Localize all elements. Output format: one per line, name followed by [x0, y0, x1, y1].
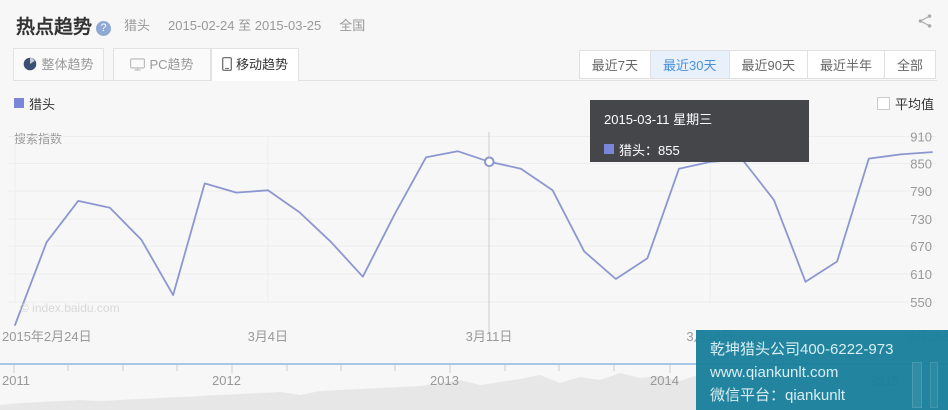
svg-text:2012: 2012: [212, 373, 241, 388]
svg-text:790: 790: [910, 184, 932, 199]
svg-text:850: 850: [910, 157, 932, 172]
svg-text:2011: 2011: [2, 373, 30, 388]
svg-text:910: 910: [910, 130, 932, 145]
svg-text:3月11日: 3月11日: [466, 329, 513, 344]
svg-text:2015年2月24日: 2015年2月24日: [2, 329, 92, 344]
svg-text:730: 730: [910, 212, 932, 227]
svg-text:2014: 2014: [650, 373, 679, 388]
svg-text:550: 550: [910, 295, 932, 310]
svg-text:670: 670: [910, 239, 932, 254]
svg-text:© index.baidu.com: © index.baidu.com: [20, 301, 120, 315]
svg-text:2013: 2013: [430, 373, 459, 388]
svg-text:610: 610: [910, 267, 932, 282]
svg-text:3月4日: 3月4日: [248, 329, 288, 344]
